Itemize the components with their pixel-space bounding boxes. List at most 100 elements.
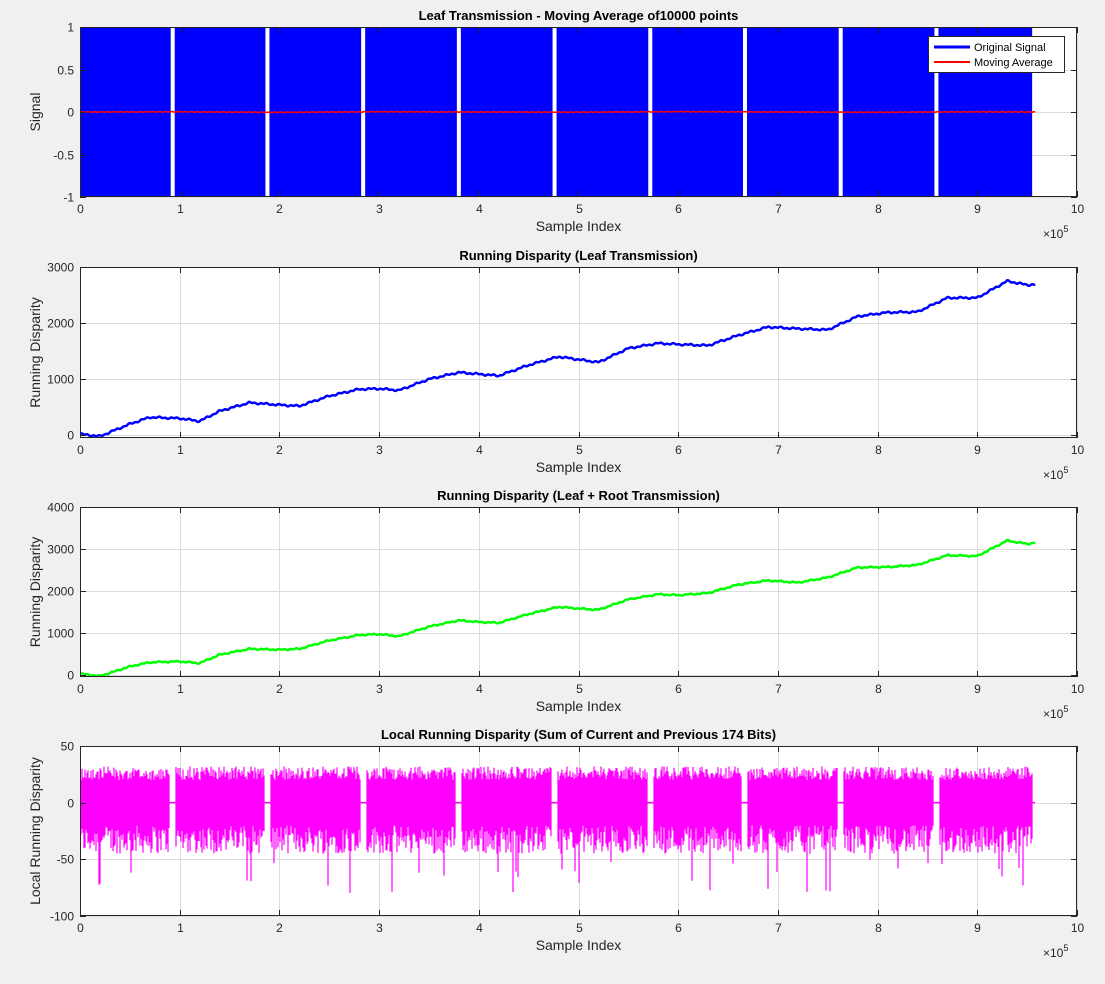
x-axis-label: Sample Index [536,937,622,953]
x-exponent-power: 5 [1063,704,1068,714]
x-tick-label: 9 [974,682,981,696]
series-1-line [80,538,1037,677]
y-axis-label: Running Disparity [27,537,43,648]
x-exponent-power: 5 [1063,943,1068,953]
y-tick-label: 0 [67,106,74,120]
x-tick-label: 0 [77,202,84,216]
x-tick-label: 2 [276,682,283,696]
x-exponent: ×105 [1043,943,1068,960]
data-layer [80,278,1037,438]
x-tick-label: 1 [177,443,184,457]
series-1-line [80,278,1037,438]
x-tick-label: 5 [576,202,583,216]
tick-marks [80,27,1078,198]
y-tick-label: 3000 [47,261,74,275]
x-tick-label: 10 [1071,921,1085,935]
y-tick-label: -50 [57,853,75,867]
x-tick-label: 0 [77,443,84,457]
x-tick-label: 6 [675,443,682,457]
x-tick-label: 9 [974,443,981,457]
x-tick-label: 2 [276,202,283,216]
x-exponent-base: ×10 [1043,946,1064,960]
x-tick-label: 3 [376,443,383,457]
x-tick-label: 8 [875,921,882,935]
y-tick-label: 2000 [47,585,74,599]
x-tick-label: 1 [177,921,184,935]
legend: Original Signal Moving Average [928,36,1065,73]
y-tick-label: -1 [63,191,74,205]
x-tick-label: 2 [276,921,283,935]
y-tick-label: 2000 [47,317,74,331]
legend-box [928,36,1065,73]
x-tick-label: 8 [875,682,882,696]
axes-box [80,267,1077,438]
x-tick-label: 0 [77,921,84,935]
x-tick-label: 5 [576,921,583,935]
chart-title: Running Disparity (Leaf Transmission) [459,248,697,263]
x-tick-label: 4 [476,921,483,935]
chart-title: Leaf Transmission - Moving Average of100… [419,8,739,23]
tick-marks [80,746,1078,917]
x-tick-label: 3 [376,682,383,696]
y-tick-label: 0 [67,797,74,811]
series-moving-average-line [80,110,1036,114]
chart-title: Running Disparity (Leaf + Root Transmiss… [437,488,720,503]
data-layer [80,766,1036,893]
x-tick-label: 8 [875,202,882,216]
tick-marks [80,507,1078,677]
x-tick-label: 4 [476,443,483,457]
data-layer [80,27,1036,197]
x-tick-label: 2 [276,443,283,457]
x-tick-label: 5 [576,682,583,696]
x-tick-label: 7 [775,921,782,935]
y-tick-label: -0.5 [53,149,74,163]
y-tick-label: 1000 [47,373,74,387]
y-tick-label: 4000 [47,501,74,515]
x-tick-label: 10 [1071,682,1085,696]
x-tick-label: 1 [177,682,184,696]
y-axis-label: Signal [27,93,43,132]
x-tick-label: 4 [476,202,483,216]
x-tick-label: 6 [675,921,682,935]
x-exponent-base: ×10 [1043,227,1064,241]
legend-entry: Original Signal [974,42,1046,54]
y-tick-label: 0.5 [57,64,74,78]
x-tick-label: 1 [177,202,184,216]
x-tick-label: 3 [376,202,383,216]
x-tick-label: 7 [775,202,782,216]
x-tick-label: 10 [1071,443,1085,457]
y-tick-label: 3000 [47,543,74,557]
y-tick-label: -100 [50,910,74,924]
axes-box [80,746,1077,916]
x-exponent: ×105 [1043,704,1068,721]
y-tick-label: 1000 [47,627,74,641]
plot-area [80,267,1077,438]
y-tick-label: 50 [61,740,75,754]
y-tick-label: 0 [67,429,74,443]
x-exponent-power: 5 [1063,465,1068,475]
x-tick-label: 9 [974,921,981,935]
tick-marks [80,267,1078,438]
x-exponent-power: 5 [1063,224,1068,234]
x-tick-label: 3 [376,921,383,935]
x-tick-label: 6 [675,682,682,696]
x-tick-label: 10 [1071,202,1085,216]
x-tick-label: 7 [775,682,782,696]
y-tick-label: 0 [67,669,74,683]
x-tick-label: 7 [775,443,782,457]
x-tick-label: 8 [875,443,882,457]
x-axis-label: Sample Index [536,698,622,714]
x-tick-label: 5 [576,443,583,457]
data-layer [80,538,1037,677]
x-tick-label: 0 [77,682,84,696]
x-tick-label: 9 [974,202,981,216]
y-axis-label: Local Running Disparity [27,757,43,905]
x-exponent-base: ×10 [1043,707,1064,721]
x-tick-label: 4 [476,682,483,696]
y-tick-label: 1 [67,21,74,35]
x-axis-label: Sample Index [536,459,622,475]
